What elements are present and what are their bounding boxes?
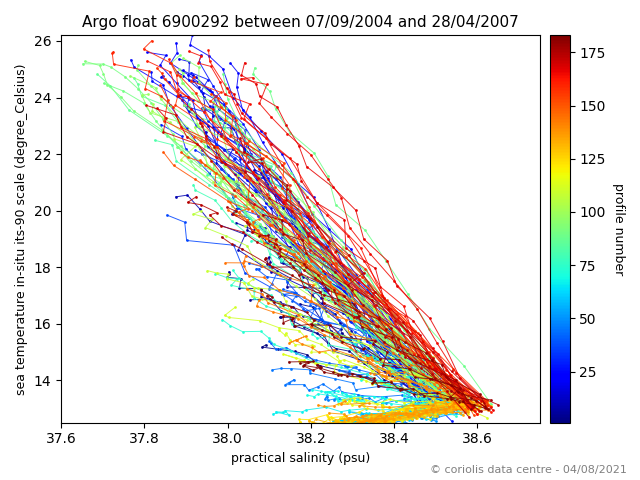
Text: © coriolis data centre - 04/08/2021: © coriolis data centre - 04/08/2021 [430, 465, 627, 475]
Y-axis label: profile number: profile number [612, 183, 625, 275]
Title: Argo float 6900292 between 07/09/2004 and 28/04/2007: Argo float 6900292 between 07/09/2004 an… [82, 15, 519, 30]
Y-axis label: sea temperature in-situ its-90 scale (degree_Celsius): sea temperature in-situ its-90 scale (de… [15, 63, 28, 395]
X-axis label: practical salinity (psu): practical salinity (psu) [231, 452, 370, 465]
